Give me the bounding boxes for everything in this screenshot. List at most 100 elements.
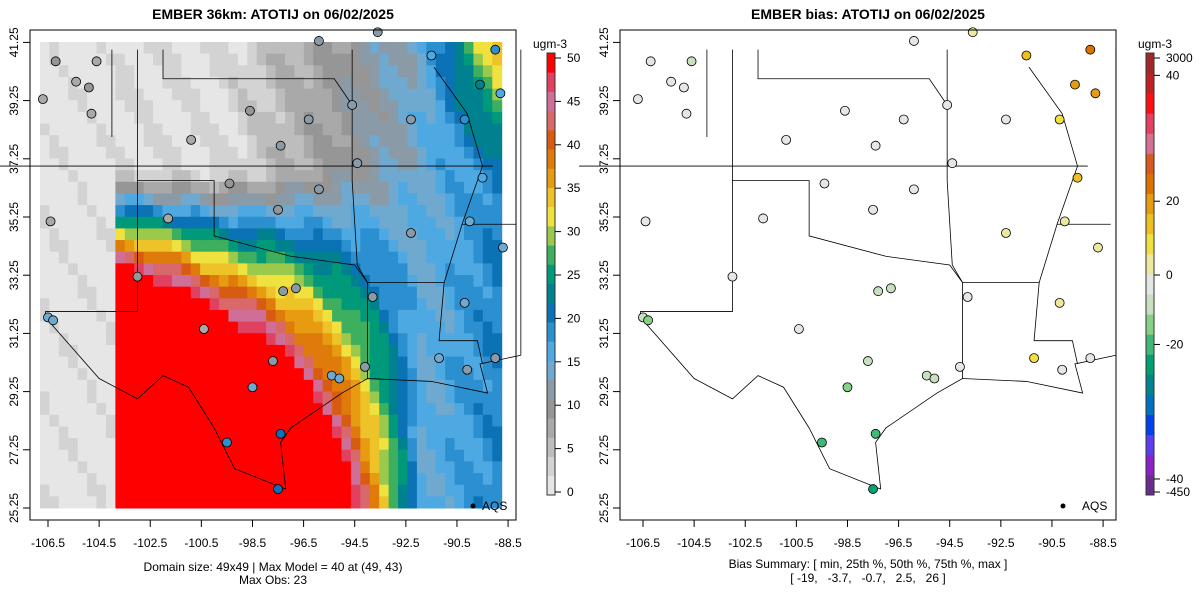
aqs-station bbox=[132, 271, 143, 282]
field-cell bbox=[341, 391, 352, 404]
field-cell bbox=[454, 135, 465, 148]
field-cell bbox=[435, 263, 446, 276]
field-cell bbox=[96, 135, 107, 148]
field-cell bbox=[200, 205, 211, 218]
field-cell bbox=[369, 403, 380, 416]
field-cell bbox=[313, 426, 324, 439]
field-cell bbox=[153, 181, 163, 194]
field-cell bbox=[219, 309, 229, 323]
field-cell bbox=[190, 216, 201, 229]
field-cell bbox=[322, 65, 333, 78]
left-units: ugm-3 bbox=[532, 37, 567, 51]
field-cell bbox=[454, 216, 465, 229]
field-cell bbox=[124, 484, 135, 497]
field-cell bbox=[435, 240, 446, 253]
field-cell bbox=[341, 461, 352, 474]
field-cell bbox=[40, 286, 50, 299]
field-cell bbox=[332, 216, 343, 229]
field-cell bbox=[171, 111, 182, 125]
field-cell bbox=[49, 275, 60, 288]
field-cell bbox=[322, 216, 333, 229]
field-cell bbox=[473, 53, 484, 66]
field-cell bbox=[181, 403, 192, 416]
field-cell bbox=[388, 414, 399, 427]
x-tick-label: -96.5 bbox=[290, 536, 318, 550]
field-cell bbox=[492, 379, 503, 392]
field-cell bbox=[181, 461, 192, 474]
aqs-station bbox=[727, 271, 738, 282]
field-cell bbox=[200, 473, 211, 486]
field-cell bbox=[171, 461, 182, 474]
field-cell bbox=[492, 403, 503, 416]
field-cell bbox=[454, 461, 465, 474]
field-cell bbox=[68, 42, 79, 55]
aqs-station bbox=[1054, 114, 1065, 125]
field-cell bbox=[200, 403, 211, 416]
field-cell bbox=[181, 473, 192, 486]
field-cell bbox=[350, 356, 361, 369]
field-cell bbox=[341, 275, 352, 288]
field-cell bbox=[105, 356, 116, 369]
field-cell bbox=[162, 275, 173, 288]
field-cell bbox=[219, 473, 229, 486]
field-cell bbox=[143, 356, 154, 369]
field-cell bbox=[313, 76, 324, 90]
field-cell bbox=[350, 111, 361, 125]
state-boundary bbox=[962, 282, 1078, 365]
field-cell bbox=[49, 333, 60, 346]
field-cell bbox=[124, 449, 135, 462]
field-cell bbox=[473, 88, 484, 101]
field-cell bbox=[124, 426, 135, 439]
field-cell bbox=[284, 496, 295, 509]
field-cell bbox=[341, 76, 352, 90]
field-cell bbox=[435, 123, 446, 136]
field-cell bbox=[68, 414, 79, 427]
field-cell bbox=[49, 438, 60, 451]
field-cell bbox=[256, 205, 267, 218]
field-cell bbox=[454, 484, 465, 497]
field-cell bbox=[322, 76, 333, 90]
field-cell bbox=[40, 403, 50, 416]
field-cell bbox=[313, 368, 324, 381]
field-cell bbox=[350, 263, 361, 276]
field-cell bbox=[219, 391, 229, 404]
aqs-station bbox=[873, 286, 884, 297]
field-cell bbox=[294, 216, 305, 229]
state-boundary bbox=[946, 49, 963, 379]
field-cell bbox=[181, 158, 192, 171]
field-cell bbox=[219, 251, 229, 264]
field-cell bbox=[454, 275, 465, 288]
field-cell bbox=[482, 76, 493, 90]
field-cell bbox=[275, 53, 286, 66]
field-cell bbox=[350, 496, 361, 509]
field-cell bbox=[171, 414, 182, 427]
field-cell bbox=[190, 263, 201, 276]
field-cell bbox=[181, 42, 192, 55]
field-cell bbox=[68, 449, 79, 462]
field-cell bbox=[115, 65, 126, 78]
field-cell bbox=[219, 170, 229, 183]
field-cell bbox=[200, 449, 211, 462]
field-cell bbox=[284, 76, 295, 90]
field-cell bbox=[379, 158, 390, 171]
field-cell bbox=[294, 368, 305, 381]
field-cell bbox=[275, 228, 286, 241]
field-cell bbox=[360, 100, 371, 113]
field-cell bbox=[68, 251, 79, 264]
field-cell bbox=[209, 379, 220, 392]
field-cell bbox=[275, 368, 286, 381]
colorbar-segment bbox=[547, 149, 555, 169]
field-cell bbox=[294, 403, 305, 416]
field-cell bbox=[426, 438, 437, 451]
field-cell bbox=[284, 309, 295, 323]
field-cell bbox=[284, 298, 295, 311]
field-cell bbox=[171, 484, 182, 497]
field-cell bbox=[153, 170, 163, 183]
field-cell bbox=[40, 216, 50, 229]
field-cell bbox=[171, 449, 182, 462]
field-cell bbox=[464, 473, 474, 486]
field-cell bbox=[313, 449, 324, 462]
field-cell bbox=[350, 449, 361, 462]
field-cell bbox=[256, 368, 267, 381]
field-cell bbox=[398, 344, 408, 358]
